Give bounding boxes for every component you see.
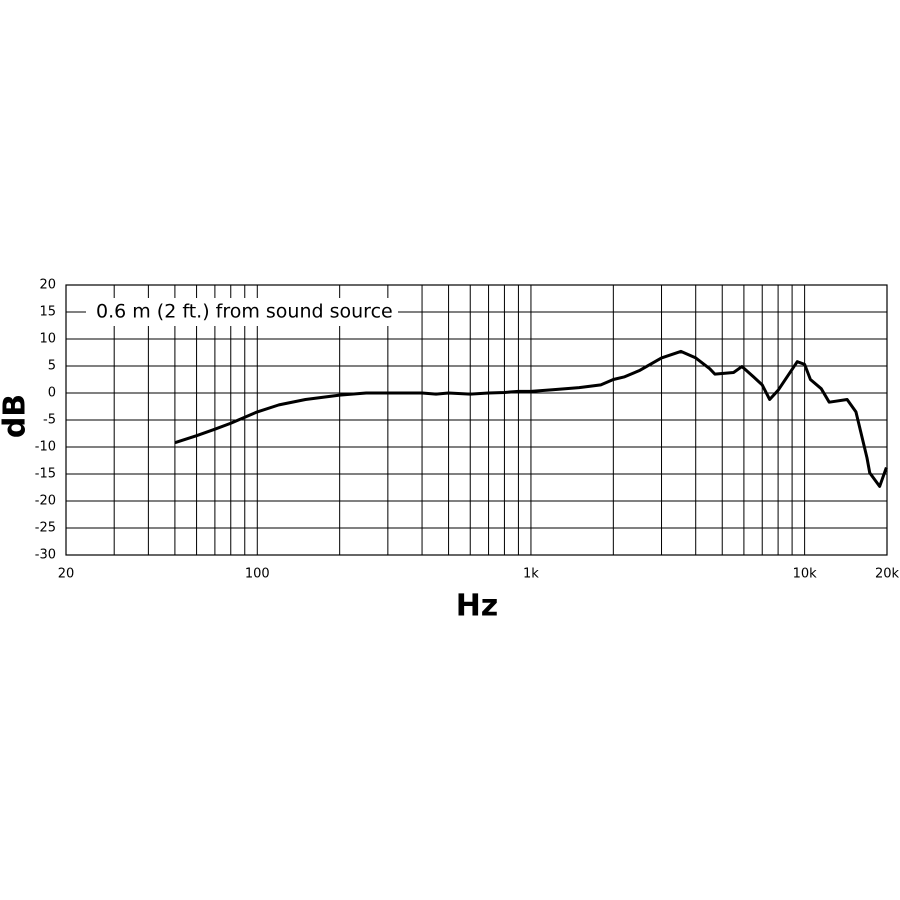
y-tick-label: 20 — [39, 278, 56, 293]
x-tick-label: 20 — [58, 567, 75, 582]
y-tick-label: -20 — [35, 494, 56, 509]
annotation: 0.6 m (2 ft.) from sound source — [96, 301, 393, 323]
y-tick-label: -15 — [35, 467, 56, 482]
x-axis-label: Hz — [456, 589, 499, 624]
y-tick-label: 10 — [39, 332, 56, 347]
y-tick-label: -10 — [35, 440, 56, 455]
y-axis-label: dB — [0, 394, 33, 438]
plot-frame — [65, 284, 888, 556]
annotation-background — [86, 298, 398, 326]
x-tick-label: 1k — [523, 567, 539, 582]
x-tick-label: 10k — [793, 567, 818, 582]
y-tick-label: -25 — [35, 521, 56, 536]
y-tick-label: 0 — [48, 386, 56, 401]
y-tick-label: -5 — [43, 413, 56, 428]
y-tick-label: 15 — [39, 305, 56, 320]
response-curve — [174, 349, 888, 488]
x-tick-label: 100 — [245, 567, 270, 582]
x-tick-label: 20k — [875, 567, 900, 582]
y-tick-label: -30 — [35, 548, 56, 563]
y-tick-label: 5 — [48, 359, 56, 374]
